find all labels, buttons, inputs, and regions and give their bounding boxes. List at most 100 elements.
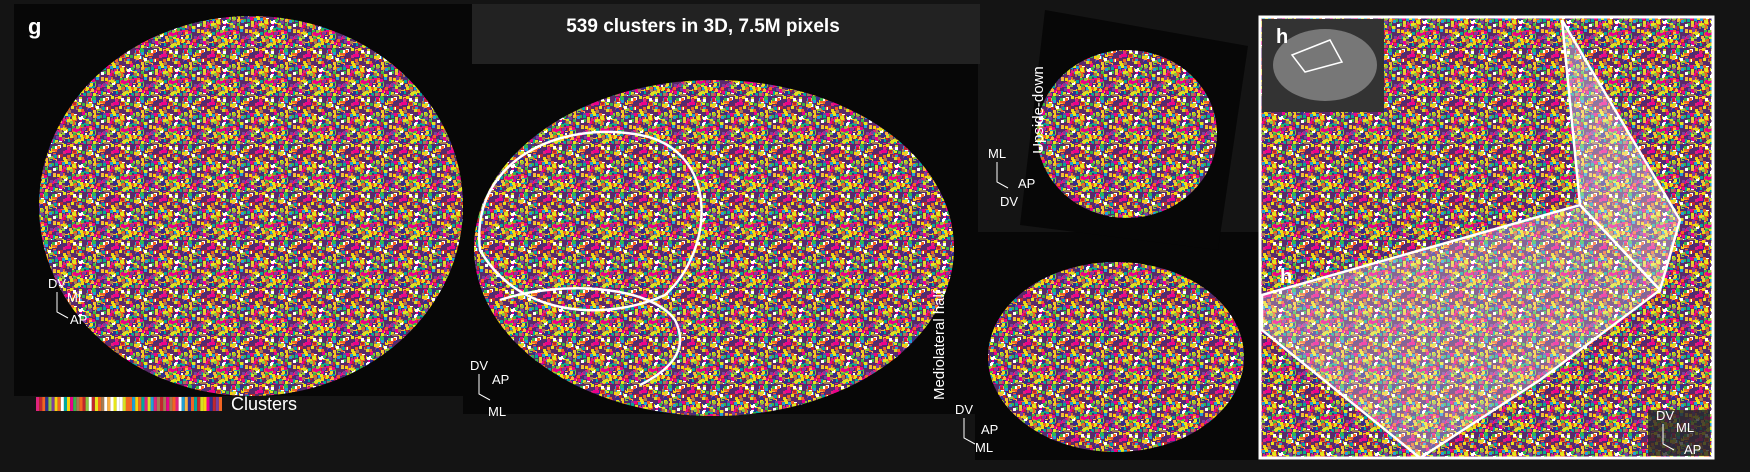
region-label: h <box>1280 266 1292 288</box>
colorbar-cell <box>153 397 157 411</box>
colorbar-cell <box>42 397 46 411</box>
colorbar-cell <box>178 397 182 411</box>
region-outline <box>478 130 703 312</box>
view-caption: Mediolateral half <box>931 289 948 400</box>
inset-brain <box>1273 29 1377 101</box>
colorbar-cell <box>101 397 105 411</box>
axis-glyph <box>996 162 1009 189</box>
colorbar-cell <box>107 397 111 411</box>
colorbar-cell <box>156 397 160 411</box>
title: 539 clusters in 3D, 7.5M pixels <box>566 16 840 37</box>
colorbar-cell <box>209 397 213 411</box>
colorbar-cell <box>191 397 195 411</box>
colorbar-cell <box>125 397 129 411</box>
colorbar-cell <box>206 397 210 411</box>
axis-label: DV <box>955 402 973 417</box>
colorbar-cell <box>63 397 67 411</box>
colorbar-cell <box>119 397 123 411</box>
colorbar-cell <box>48 397 52 411</box>
axis-label: AP <box>981 422 998 437</box>
axis-glyph <box>478 374 491 401</box>
colorbar-cell <box>132 397 136 411</box>
title-bg <box>472 4 980 64</box>
colorbar-cell <box>79 397 83 411</box>
colorbar-cell <box>200 397 204 411</box>
axis-label: ML <box>988 146 1006 161</box>
colorbar-cell <box>160 397 164 411</box>
colorbar-cell <box>129 397 133 411</box>
colorbar-cell <box>67 397 71 411</box>
colorbar-cell <box>147 397 151 411</box>
axis-label: DV <box>48 276 66 291</box>
axis-label: ML <box>488 404 506 419</box>
colorbar-cell <box>110 397 114 411</box>
axis-label: AP <box>1684 442 1701 457</box>
colorbar-cell <box>57 397 61 411</box>
colorbar-cell <box>94 397 98 411</box>
inset-label: h <box>1276 26 1288 48</box>
colorbar-cell <box>113 397 117 411</box>
region-outline <box>499 287 682 387</box>
colorbar-cell <box>215 397 219 411</box>
colorbar-label: Clusters <box>231 394 297 414</box>
colorbar-cell <box>85 397 89 411</box>
colorbar-cell <box>54 397 58 411</box>
colorbar-cell <box>166 397 170 411</box>
colorbar-cell <box>36 397 40 411</box>
colorbar-cell <box>181 397 185 411</box>
colorbar-cell <box>203 397 207 411</box>
olfactory-bulb <box>44 162 76 218</box>
colorbar-cell <box>144 397 148 411</box>
slab-face <box>1560 19 1682 293</box>
axis-glyph <box>1662 424 1675 451</box>
colorbar-cell <box>163 397 167 411</box>
colorbar-cell <box>45 397 49 411</box>
axis-label: AP <box>492 372 509 387</box>
colorbar-cell <box>169 397 173 411</box>
axis-label: DV <box>1000 194 1018 209</box>
axis-label: ML <box>67 290 85 305</box>
colorbar-cell <box>122 397 126 411</box>
colorbar-cell <box>187 397 191 411</box>
axis-label: DV <box>1656 408 1674 423</box>
brain-view-2 <box>474 80 954 416</box>
colorbar-cell <box>212 397 216 411</box>
axis-label: AP <box>70 312 87 327</box>
view-caption: Upside-down <box>1030 66 1047 154</box>
colorbar-cell <box>91 397 95 411</box>
axis-glyph <box>963 418 976 445</box>
colorbar-cell <box>76 397 80 411</box>
colorbar-cell <box>70 397 74 411</box>
axis-label: ML <box>1676 420 1694 435</box>
brain-view-4 <box>988 262 1244 452</box>
brain-view-1 <box>39 16 463 396</box>
colorbar-cell <box>138 397 142 411</box>
colorbar-cell <box>175 397 179 411</box>
colorbar-cell <box>197 397 201 411</box>
colorbar-cell <box>88 397 92 411</box>
axis-label: AP <box>1018 176 1035 191</box>
inset-roi <box>1290 39 1344 73</box>
colorbar-cell <box>116 397 120 411</box>
brain-view-3 <box>1037 50 1217 218</box>
colorbar-cell <box>60 397 64 411</box>
colorbar-cell <box>82 397 86 411</box>
colorbar-cell <box>172 397 176 411</box>
colorbar-cell <box>73 397 77 411</box>
axis-glyph <box>56 292 69 319</box>
colorbar-cell <box>39 397 43 411</box>
colorbar <box>36 397 222 411</box>
panel-label: g <box>28 14 41 39</box>
colorbar-cell <box>51 397 55 411</box>
colorbar-cell <box>104 397 108 411</box>
axis-label: DV <box>470 358 488 373</box>
colorbar-cell <box>150 397 154 411</box>
axes-bg <box>1648 410 1710 456</box>
colorbar-cell <box>218 397 222 411</box>
colorbar-cell <box>194 397 198 411</box>
colorbar-cell <box>98 397 102 411</box>
colorbar-cell <box>184 397 188 411</box>
